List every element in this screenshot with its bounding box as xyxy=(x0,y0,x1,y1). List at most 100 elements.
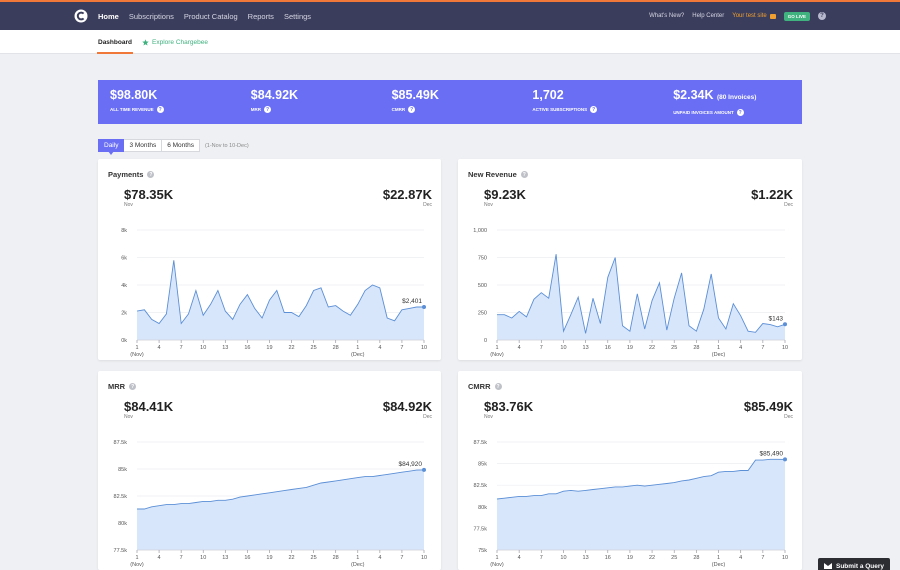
help-icon[interactable]: ? xyxy=(147,171,155,178)
chargebee-logo-icon[interactable] xyxy=(74,9,88,23)
x-tick-label: 4 xyxy=(518,555,521,561)
submit-query-button[interactable]: Submit a Query xyxy=(818,558,890,570)
metric-all-time-revenue: $98.80K ALL TIME REVENUE? xyxy=(98,80,239,124)
help-icon[interactable]: ? xyxy=(520,171,528,178)
x-tick-label: 25 xyxy=(671,345,677,351)
nav-item-subscriptions[interactable]: Subscriptions xyxy=(128,11,174,21)
card-title: MRR xyxy=(108,382,126,391)
x-tick-label: 4 xyxy=(739,345,742,351)
x-tick-label: 22 xyxy=(288,555,294,561)
x-tick-label: 10 xyxy=(421,345,427,351)
end-point xyxy=(783,457,787,462)
nav-item-home[interactable]: Home xyxy=(98,11,119,21)
help-icon[interactable]: ? xyxy=(156,106,164,113)
dec-label: Dec xyxy=(423,414,432,420)
x-tick-label: 10 xyxy=(782,345,788,351)
help-icon[interactable]: ? xyxy=(494,383,502,390)
card-title: Payments xyxy=(108,170,144,179)
end-point xyxy=(422,467,426,472)
nov-label: Nov xyxy=(124,202,133,208)
range-3-months[interactable]: 3 Months xyxy=(123,139,163,152)
x-tick-label: 13 xyxy=(583,345,589,351)
site-name: Your test site xyxy=(732,13,767,19)
tab-explore-chargebee[interactable]: Explore Chargebee xyxy=(142,39,208,46)
nov-label: Nov xyxy=(124,414,133,420)
y-tick-label: 0 xyxy=(484,338,487,344)
x-tick-label: 28 xyxy=(333,555,339,561)
y-tick-label: 250 xyxy=(478,311,487,317)
y-tick-label: 82.5k xyxy=(474,483,488,489)
nav-item-reports[interactable]: Reports xyxy=(247,11,274,21)
x-tick-label: 7 xyxy=(400,555,403,561)
tab-dashboard[interactable]: Dashboard xyxy=(97,39,133,54)
x-tick-label: 1 xyxy=(356,555,359,561)
cmrr-card: CMRR? $83.76K Nov $85.49K Dec 75k 77.5k 80k 8… xyxy=(458,371,802,570)
metric-label: ALL TIME REVENUE xyxy=(110,107,154,112)
site-switcher[interactable]: Your test site xyxy=(732,13,776,19)
x-tick-label: 16 xyxy=(244,555,250,561)
y-tick-label: 500 xyxy=(478,283,487,289)
x-tick-label: 7 xyxy=(180,555,183,561)
end-point xyxy=(783,322,787,327)
dec-value: $1.22K xyxy=(751,187,793,202)
help-icon[interactable]: ? xyxy=(590,106,598,113)
sub-navigation: Dashboard Explore Chargebee xyxy=(0,30,900,54)
series-area xyxy=(497,254,785,340)
x-tick-label: 1 xyxy=(495,345,498,351)
y-tick-label: 77.5k xyxy=(114,548,128,554)
help-icon[interactable]: ? xyxy=(736,109,744,116)
dec-value: $22.87K xyxy=(382,187,432,202)
help-icon[interactable]: ? xyxy=(818,12,826,20)
card-title: New Revenue xyxy=(468,170,517,179)
y-tick-label: 6k xyxy=(121,256,127,262)
x-tick-label: 1 xyxy=(135,555,138,561)
x-tick-label: 7 xyxy=(761,345,764,351)
metric-value: $84.92K xyxy=(250,88,299,102)
y-tick-label: 8k xyxy=(121,228,127,234)
x-tick-label: 28 xyxy=(693,555,699,561)
star-icon xyxy=(142,39,149,46)
envelope-icon xyxy=(824,563,832,569)
end-point xyxy=(422,304,426,309)
nov-value: $9.23K xyxy=(484,187,526,202)
go-live-button[interactable]: GO LIVE xyxy=(783,11,810,21)
y-tick-label: 1,000 xyxy=(473,228,487,234)
end-value-label: $2,401 xyxy=(402,298,422,305)
x-tick-label: 16 xyxy=(244,345,250,351)
whats-new-link[interactable]: What's New? xyxy=(649,13,685,19)
dec-value: $85.49K xyxy=(743,399,793,414)
x-tick-label: 1 xyxy=(356,345,359,351)
y-tick-label: 77.5k xyxy=(474,526,488,532)
nav-item-settings[interactable]: Settings xyxy=(283,11,312,21)
x-tick-label: 4 xyxy=(378,555,381,561)
x-tick-label: 7 xyxy=(761,555,764,561)
date-range-selector: Daily 3 Months 6 Months (1-Nov to 10-Dec… xyxy=(98,139,249,155)
metric-value: $98.80K xyxy=(110,88,158,102)
nov-label: Nov xyxy=(484,414,493,420)
y-tick-label: 80k xyxy=(118,521,127,527)
x-tick-label: 10 xyxy=(782,555,788,561)
help-icon[interactable]: ? xyxy=(408,106,416,113)
x-tick-label: 4 xyxy=(739,555,742,561)
help-icon[interactable]: ? xyxy=(129,383,137,390)
x-tick-label: 4 xyxy=(158,555,161,561)
metric-mrr: $84.92K MRR? xyxy=(239,80,380,124)
metric-value: $85.49K xyxy=(391,88,439,102)
x-tick-sublabel: (Dec) xyxy=(351,352,365,358)
y-tick-label: 0k xyxy=(121,338,127,344)
metric-note: (80 Invoices) xyxy=(716,94,757,101)
x-tick-label: 16 xyxy=(605,555,611,561)
nov-label: Nov xyxy=(484,202,493,208)
nav-item-product-catalog[interactable]: Product Catalog xyxy=(183,11,238,21)
x-tick-sublabel: (Dec) xyxy=(712,562,726,568)
x-tick-label: 22 xyxy=(649,555,655,561)
help-center-link[interactable]: Help Center xyxy=(692,13,725,19)
x-tick-label: 4 xyxy=(518,345,521,351)
y-tick-label: 2k xyxy=(121,311,127,317)
series-line xyxy=(137,469,425,510)
x-tick-label: 19 xyxy=(627,555,633,561)
help-icon[interactable]: ? xyxy=(264,106,272,113)
range-daily[interactable]: Daily xyxy=(98,139,125,155)
range-6-months[interactable]: 6 Months xyxy=(161,139,200,152)
dec-value: $84.92K xyxy=(382,399,432,414)
